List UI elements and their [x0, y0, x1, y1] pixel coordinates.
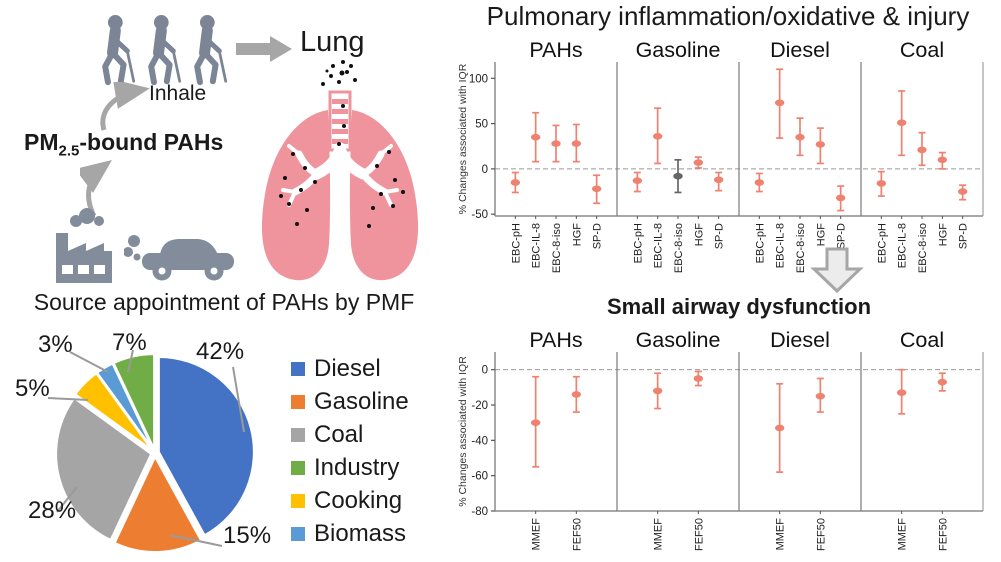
svg-text:EBC-pH: EBC-pH	[510, 223, 522, 263]
legend-label: Gasoline	[314, 387, 409, 415]
pie-percent-label: 28%	[28, 497, 77, 524]
legend-label: Biomass	[314, 519, 407, 547]
pie-title: Source appointment of PAHs by PMF	[33, 289, 415, 315]
elderly-person-icon	[194, 15, 228, 86]
elderly-person-icon	[102, 15, 136, 86]
svg-text:Gasoline: Gasoline	[636, 38, 721, 62]
svg-text:Coal: Coal	[900, 328, 944, 352]
legend-label: Industry	[314, 453, 400, 481]
svg-text:-50: -50	[471, 209, 488, 221]
svg-text:100: 100	[469, 73, 488, 85]
svg-text:PAHs: PAHs	[529, 38, 582, 62]
svg-text:MMEF: MMEF	[653, 518, 665, 551]
svg-text:% Changes associated with IQR: % Changes associated with IQR	[457, 63, 469, 214]
legend-swatch	[291, 493, 305, 508]
svg-text:HGF: HGF	[937, 223, 949, 247]
pie-percent-label: 7%	[112, 329, 147, 356]
curved-arrow-up-icon	[100, 82, 150, 131]
svg-text:EBC-8-iso: EBC-8-iso	[551, 223, 563, 273]
car-icon	[124, 235, 234, 281]
svg-text:50: 50	[475, 119, 488, 131]
legend-swatch	[291, 361, 305, 376]
pulmonary-chart-title: Pulmonary inflammation/oxidative & injur…	[486, 1, 970, 31]
lung-illustration	[261, 60, 419, 281]
legend-item: Gasoline	[291, 385, 409, 418]
inhale-label: Inhale	[149, 82, 207, 105]
svg-text:MMEF: MMEF	[897, 518, 909, 551]
svg-text:EBC-IL-8: EBC-IL-8	[531, 223, 543, 268]
legend-swatch	[291, 460, 305, 475]
svg-text:Gasoline: Gasoline	[636, 328, 721, 352]
svg-text:EBC-IL-8: EBC-IL-8	[897, 223, 909, 268]
arrow-down-icon	[810, 247, 864, 294]
svg-text:SP-D: SP-D	[592, 223, 604, 249]
elderly-person-icon	[148, 15, 182, 86]
legend-swatch	[291, 394, 305, 409]
svg-text:FEF50: FEF50	[571, 518, 583, 551]
svg-text:FEF50: FEF50	[815, 518, 827, 551]
legend-item: Diesel	[291, 352, 409, 385]
svg-text:-60: -60	[471, 471, 488, 483]
svg-text:EBC-pH: EBC-pH	[876, 223, 888, 263]
airway-chart-title: Small airway dysfunction	[606, 294, 872, 319]
svg-text:EBC-pH: EBC-pH	[632, 223, 644, 263]
airway-forest-plot: 0 -20 -40 -60 -80% Changes associated with I…	[457, 328, 984, 551]
svg-text:Diesel: Diesel	[770, 328, 830, 352]
svg-text:EBC-IL-8: EBC-IL-8	[775, 223, 787, 268]
pie-percent-label: 15%	[223, 522, 272, 549]
legend-label: Diesel	[314, 354, 381, 382]
legend-item: Biomass	[291, 517, 409, 550]
people-group	[96, 13, 234, 92]
svg-text:SP-D: SP-D	[836, 223, 848, 249]
legend-label: Coal	[314, 420, 364, 448]
legend-item: Coal	[291, 418, 409, 451]
legend-swatch	[291, 526, 305, 541]
svg-text:FEF50: FEF50	[937, 518, 949, 551]
svg-text:MMEF: MMEF	[775, 518, 787, 551]
svg-text:-80: -80	[471, 506, 488, 518]
svg-text:HGF: HGF	[815, 223, 827, 247]
legend-item: Industry	[291, 451, 409, 484]
lung-label: Lung	[300, 26, 365, 58]
svg-text:EBC-8-iso: EBC-8-iso	[673, 223, 685, 273]
svg-text:0: 0	[482, 365, 488, 377]
legend-swatch	[291, 427, 305, 442]
svg-text:% Changes associated with IQR: % Changes associated with IQR	[457, 356, 469, 507]
svg-text:EBC-8-iso: EBC-8-iso	[917, 223, 929, 273]
arrow-right-icon	[236, 36, 292, 62]
pie-percent-label: 3%	[38, 331, 73, 358]
pie-percent-label: 5%	[15, 375, 50, 402]
legend-item: Cooking	[291, 484, 409, 517]
pie-legend: Diesel Gasoline Coal Industry Cooking Bi…	[291, 352, 409, 550]
pm25-bound-pahs-label: PM2.5-bound PAHs	[24, 129, 224, 160]
svg-text:-40: -40	[471, 435, 488, 447]
bronchi	[281, 142, 399, 207]
svg-text:-20: -20	[471, 400, 488, 412]
svg-text:Diesel: Diesel	[770, 38, 830, 62]
svg-text:EBC-8-iso: EBC-8-iso	[795, 223, 807, 273]
svg-text:HGF: HGF	[571, 223, 583, 247]
svg-text:0: 0	[482, 164, 488, 176]
legend-label: Cooking	[314, 486, 403, 514]
svg-text:SP-D: SP-D	[958, 223, 970, 249]
pie-chart	[47, 349, 255, 553]
pie-percent-label: 42%	[196, 338, 245, 365]
factory-icon	[56, 208, 112, 283]
svg-text:Coal: Coal	[900, 38, 944, 62]
pm-particles	[279, 60, 405, 228]
svg-text:FEF50: FEF50	[693, 518, 705, 551]
svg-text:MMEF: MMEF	[531, 518, 543, 551]
svg-text:PAHs: PAHs	[529, 328, 582, 352]
svg-text:SP-D: SP-D	[714, 223, 726, 249]
svg-text:EBC-pH: EBC-pH	[754, 223, 766, 263]
svg-text:EBC-IL-8: EBC-IL-8	[653, 223, 665, 268]
svg-text:HGF: HGF	[693, 223, 705, 247]
pulmonary-forest-plot: 100 50 0 -50% Changes associated with IQR PA…	[457, 38, 984, 273]
